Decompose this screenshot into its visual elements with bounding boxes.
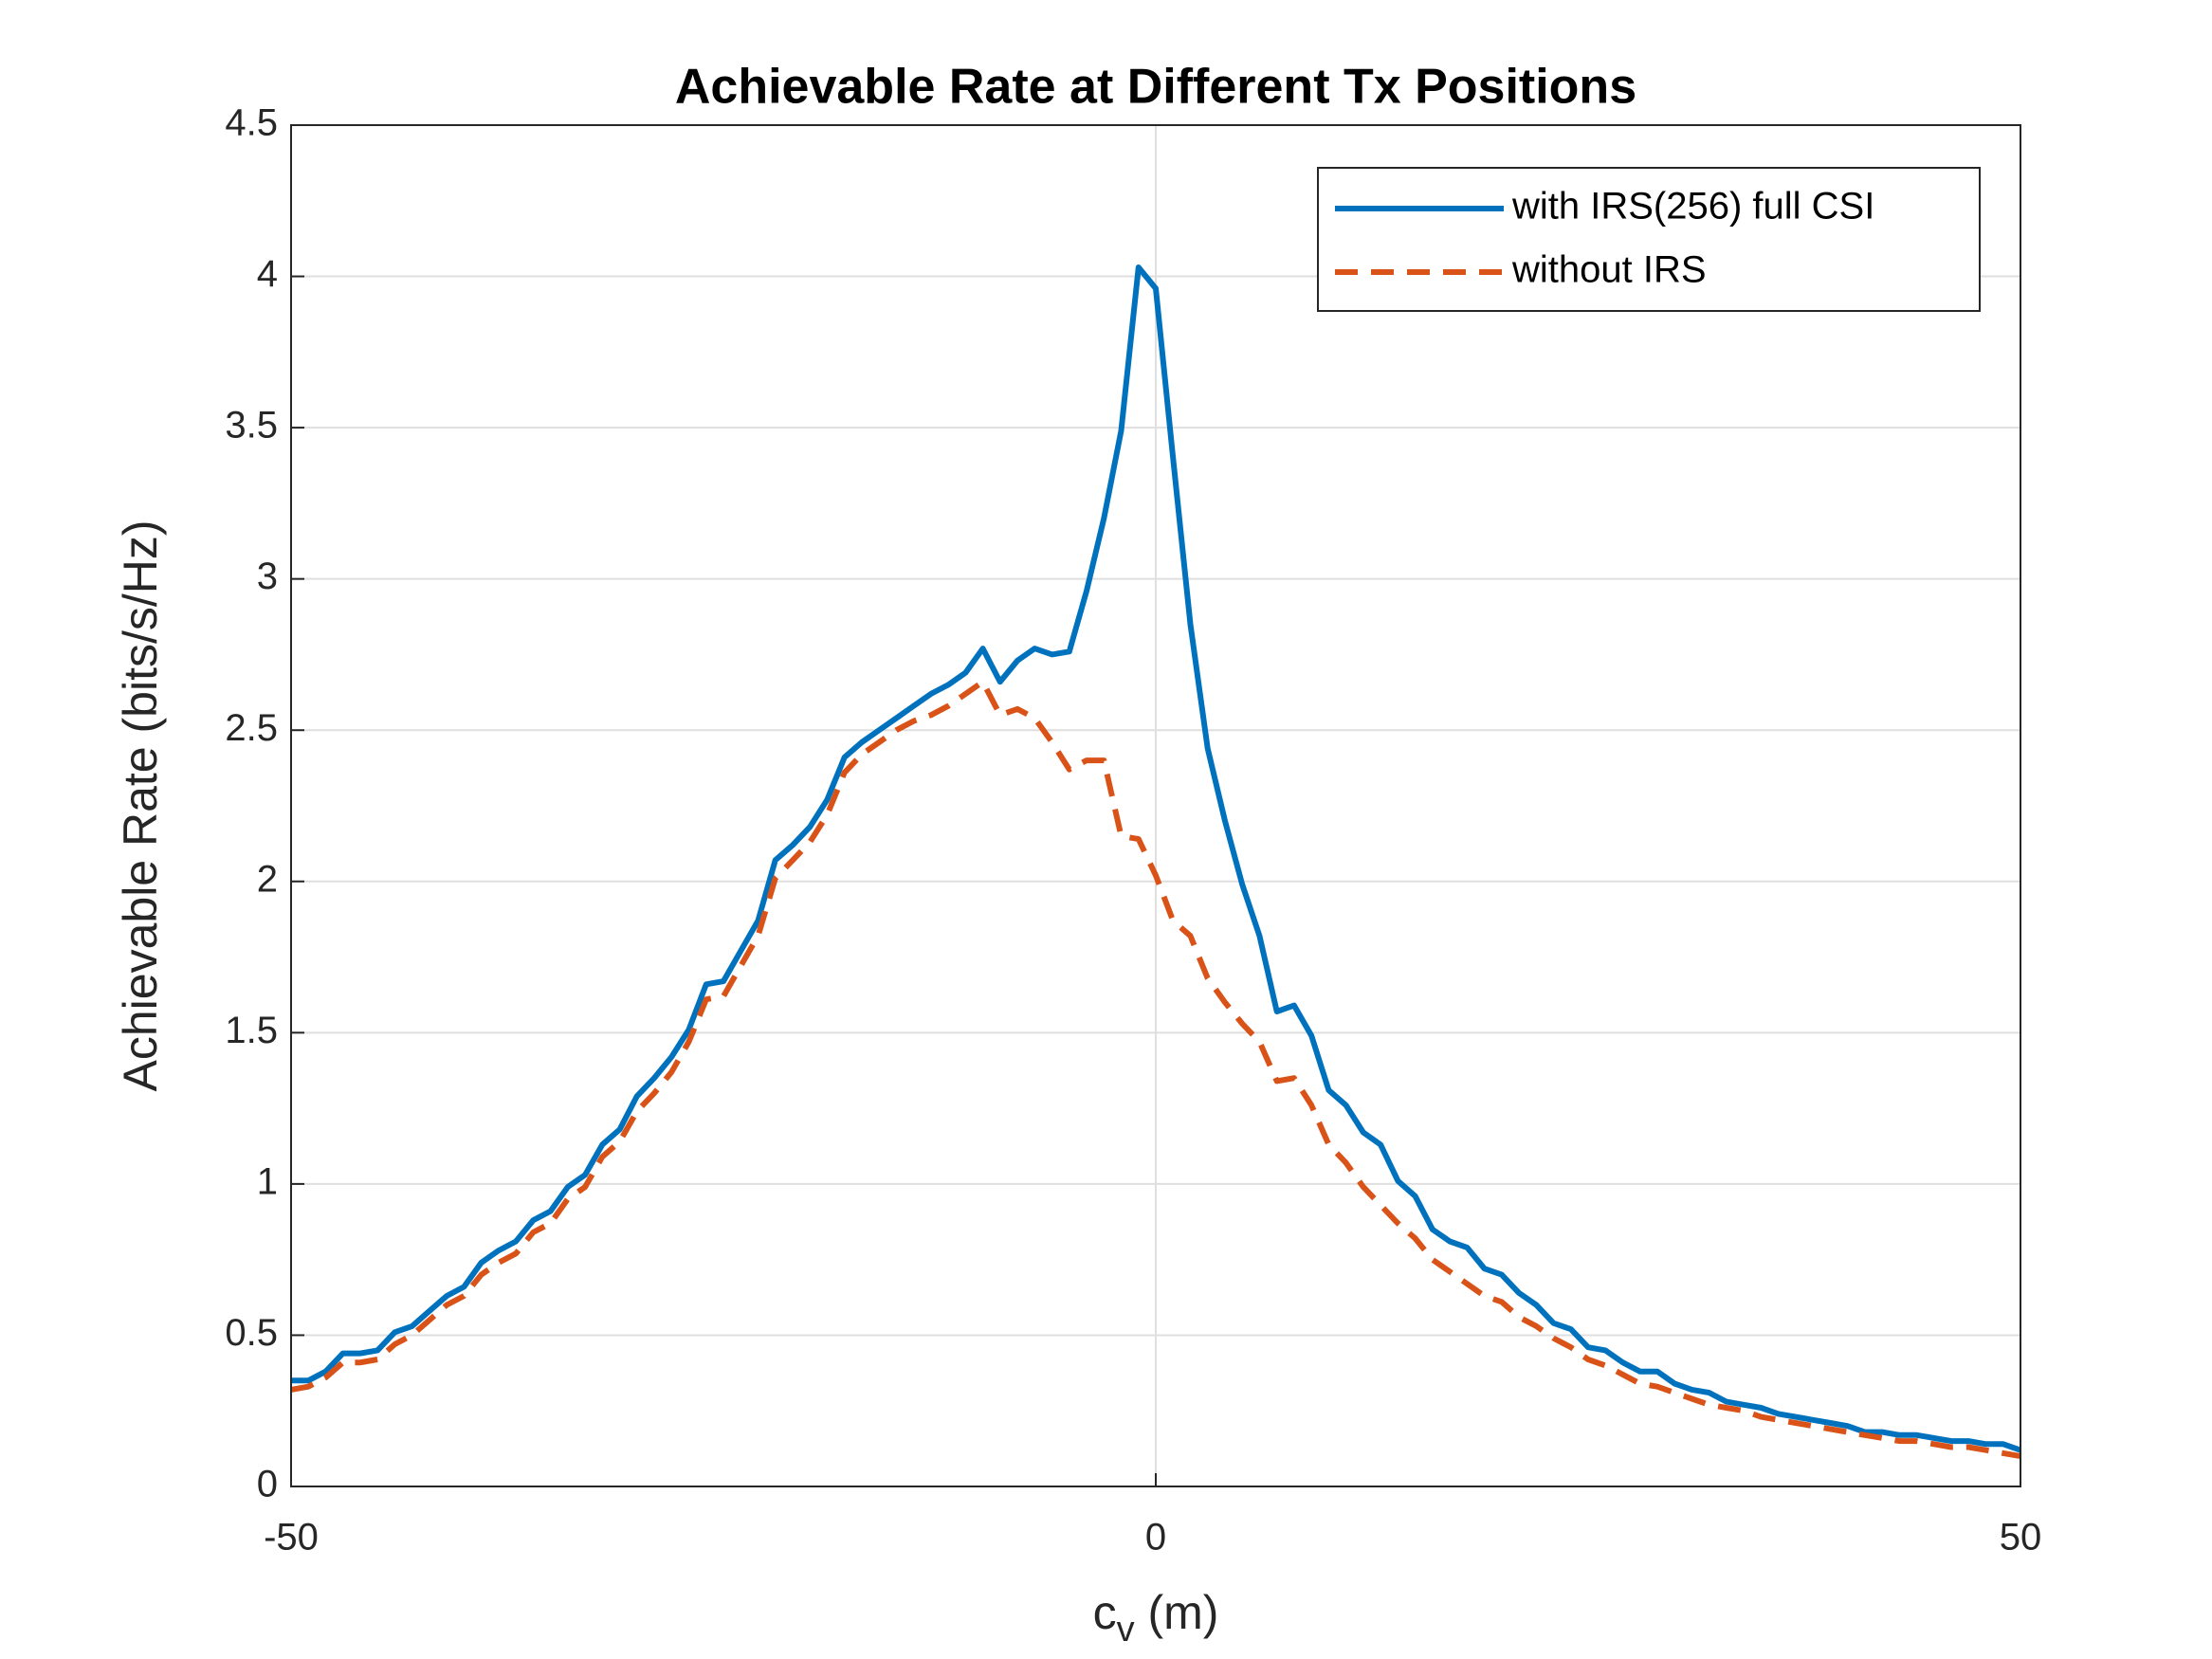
y-tick-label: 3.5: [225, 405, 278, 447]
y-tick-label: 1: [257, 1160, 278, 1202]
axes-box: [290, 124, 2021, 1487]
y-tick-label: 3: [257, 556, 278, 597]
x-axis-label: cv (m): [1093, 1586, 1219, 1650]
y-tick-label: 0: [257, 1464, 278, 1505]
y-tick-label: 4: [257, 253, 278, 295]
y-tick-label: 2.5: [225, 707, 278, 749]
legend-box: [1317, 167, 1981, 312]
legend-label: without IRS: [1511, 249, 1707, 291]
data-line: [291, 264, 2021, 1453]
y-tick-label: 0.5: [225, 1312, 278, 1354]
x-tick-label: 0: [1145, 1517, 1166, 1559]
y-tick-label: 4.5: [225, 102, 278, 144]
y-tick-label: 1.5: [225, 1010, 278, 1051]
legend-label: with IRS(256) full CSI: [1511, 186, 1874, 228]
y-axis-label: Achievable Rate (bits/s/Hz): [114, 520, 167, 1091]
x-label-rest: (m): [1135, 1586, 1219, 1639]
x-label-main: c: [1093, 1586, 1117, 1639]
data-line: [290, 679, 2021, 1460]
x-tick-label: -50: [264, 1517, 319, 1559]
y-tick-label: 2: [257, 858, 278, 900]
x-tick-label: 50: [2000, 1517, 2042, 1559]
chart-title: Achievable Rate at Different Tx Position…: [675, 60, 1636, 115]
x-label-sub: v: [1117, 1610, 1135, 1650]
